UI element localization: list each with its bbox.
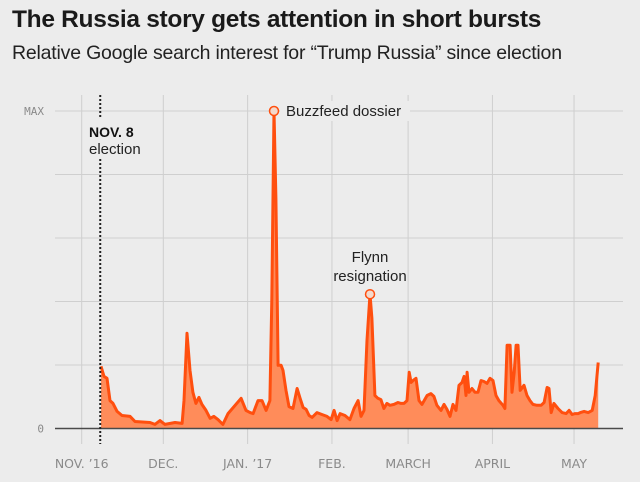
election-label-bg <box>98 119 161 159</box>
annotation-bg <box>280 101 411 121</box>
series-line <box>99 109 600 426</box>
chart-subtitle: Relative Google search interest for “Tru… <box>12 42 562 64</box>
flynn-annotation-line1: Flynn <box>352 249 389 266</box>
flynn-annotation-line2: resignation <box>333 268 406 285</box>
vertical-gridlines <box>81 95 575 444</box>
x-tick-label: NOV. ’16 <box>55 456 109 471</box>
x-axis-ticks: NOV. ’16 DEC. JAN. ’17 FEB. MARCH APRIL MAY <box>55 456 588 471</box>
election-label-background <box>98 119 161 159</box>
x-tick-label: MAY <box>561 456 587 471</box>
annotations: Buzzfeed dossier Flynn resignation <box>268 101 411 300</box>
buzzfeed-annotation-label: Buzzfeed dossier <box>286 103 401 120</box>
x-tick-label: JAN. ’17 <box>222 456 272 471</box>
x-tick-label: APRIL <box>475 456 510 471</box>
y-tick-label: MAX <box>24 105 44 118</box>
x-tick-label: MARCH <box>385 456 431 471</box>
buzzfeed-peak-marker <box>268 105 280 117</box>
x-tick-label: FEB. <box>318 456 346 471</box>
election-label: election <box>89 141 141 158</box>
y-axis-ticks: MAX 0 <box>24 105 44 436</box>
election-date-label: NOV. 8 <box>89 124 134 140</box>
y-tick-label: 0 <box>37 423 44 436</box>
chart-title: The Russia story gets attention in short… <box>12 6 542 33</box>
x-tick-label: DEC. <box>148 456 178 471</box>
flynn-peak-marker <box>364 288 376 300</box>
